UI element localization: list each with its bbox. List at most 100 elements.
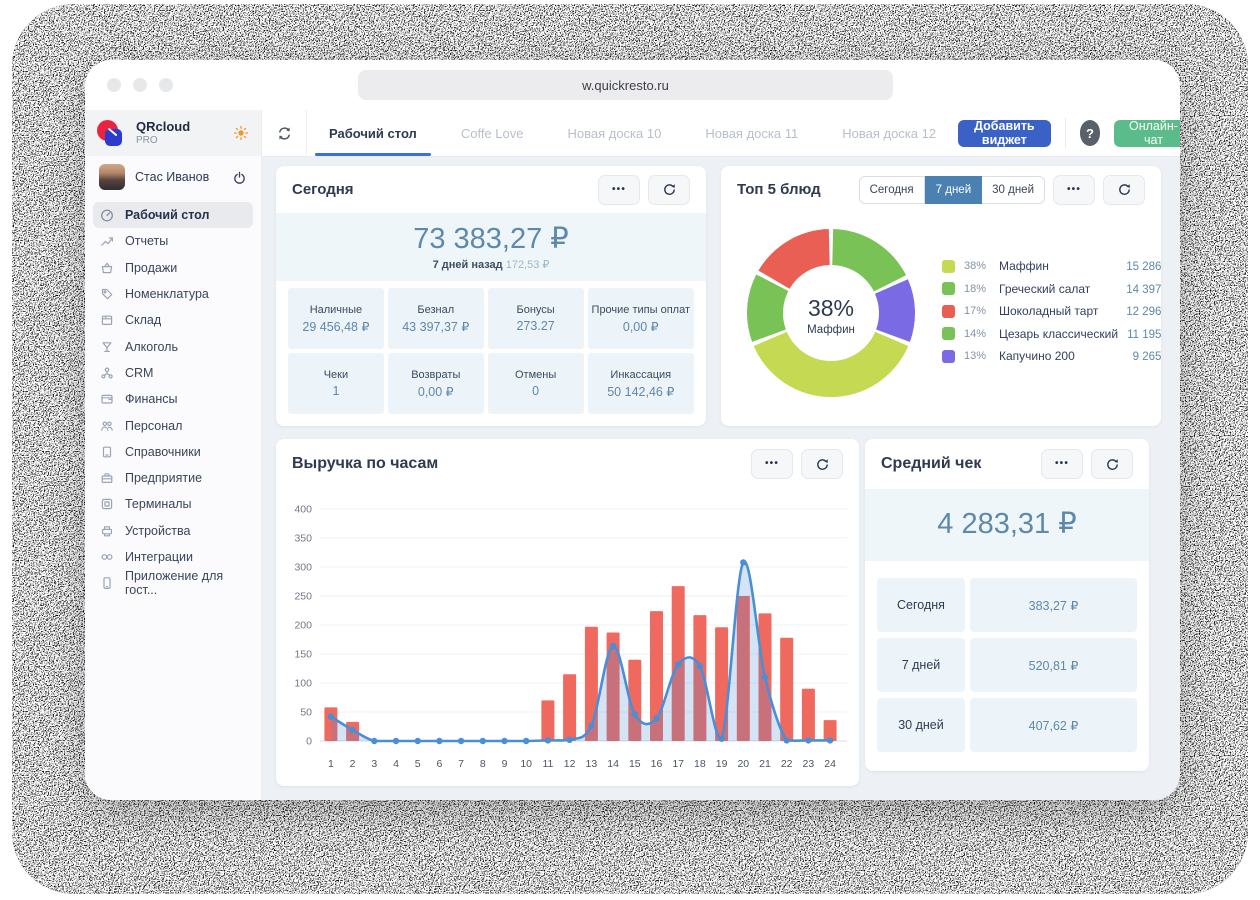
svg-text:24: 24 [824, 758, 836, 770]
svg-text:19: 19 [716, 758, 728, 770]
widget-today: Сегодня ••• 73 383,27 ₽ 7 дней назад 172… [276, 166, 706, 426]
url-bar[interactable]: w.quickresto.ru [358, 70, 893, 100]
ellipsis-icon: ••• [764, 458, 780, 469]
top5-refresh-button[interactable] [1103, 174, 1145, 205]
avg-total: 4 283,31 ₽ [937, 508, 1077, 541]
sidebar-item-devices[interactable]: Устройства [85, 518, 261, 544]
sidebar-item-terminals[interactable]: Терминалы [85, 491, 261, 517]
revenue-menu-button[interactable]: ••• [751, 449, 793, 479]
range-7days-button[interactable]: 7 дней [924, 175, 983, 204]
sidebar-item-dashboard[interactable]: Рабочий стол [93, 202, 253, 229]
today-refresh-button[interactable] [648, 174, 690, 205]
svg-text:15: 15 [629, 758, 641, 770]
svg-text:5: 5 [415, 758, 421, 770]
sidebar-item-warehouse[interactable]: Склад [85, 307, 261, 333]
sidebar-item-enterprise[interactable]: Предприятие [85, 465, 261, 491]
top5-menu-button[interactable]: ••• [1053, 174, 1095, 205]
tab-coffe-love[interactable]: Coffe Love [460, 125, 524, 141]
sidebar-item-crm[interactable]: CRM [85, 360, 261, 386]
online-chat-button[interactable]: Онлайн-чат [1114, 119, 1180, 147]
revenue-refresh-button[interactable] [801, 449, 843, 479]
widget-top5-title: Топ 5 блюд [737, 181, 821, 198]
window-zoom-button[interactable] [159, 78, 173, 92]
avg-menu-button[interactable]: ••• [1041, 449, 1083, 479]
svg-text:14: 14 [607, 758, 619, 770]
refresh-icon [1118, 184, 1130, 195]
sync-button[interactable] [262, 110, 307, 156]
widget-today-title: Сегодня [292, 181, 354, 198]
card-refunds: Возвраты 0,00 ₽ [387, 353, 484, 414]
guest-app-icon [103, 577, 111, 590]
add-widget-button[interactable]: Добавить виджет [958, 119, 1051, 147]
sidebar-item-finance[interactable]: Финансы [85, 386, 261, 412]
widget-revenue-by-hour: Выручка по часам ••• 0 50 100 150 200 250 300 3… [276, 439, 859, 786]
avg-rows: Сегодня 383,27 ₽ 7 дней 520,81 ₽ 30 дней… [877, 578, 1137, 752]
legend-swatch [942, 259, 955, 273]
user-row: Стас Иванов [85, 156, 261, 198]
sidebar-item-alcohol[interactable]: Алкоголь [85, 333, 261, 359]
svg-text:400: 400 [294, 504, 312, 516]
terminals-icon [101, 499, 113, 510]
window-close-button[interactable] [107, 78, 121, 92]
avg-total-band: 4 283,31 ₽ [865, 489, 1149, 561]
user-name: Стас Иванов [135, 170, 210, 184]
sidebar-item-staff[interactable]: Персонал [85, 412, 261, 438]
card-cashless: Безнал 43 397,37 ₽ [387, 288, 484, 349]
logout-power-icon[interactable] [232, 170, 247, 185]
staff-icon [101, 421, 113, 431]
avg-refresh-button[interactable] [1091, 449, 1133, 479]
range-today-button[interactable]: Сегодня [858, 175, 925, 204]
theme-sun-icon[interactable] [233, 125, 249, 141]
svg-text:350: 350 [294, 533, 312, 545]
today-cards: Наличные 29 456,48 ₽ Безнал 43 397,37 ₽ Бо… [288, 288, 694, 414]
ellipsis-icon: ••• [1054, 458, 1070, 469]
alcohol-icon [102, 341, 112, 352]
donut-center-pct: 38% [808, 295, 854, 321]
svg-text:150: 150 [294, 649, 312, 661]
svg-text:7: 7 [458, 758, 464, 770]
svg-text:300: 300 [294, 562, 312, 574]
tab-board-10[interactable]: Новая доска 10 [567, 125, 662, 141]
devices-icon [101, 525, 113, 537]
svg-text:16: 16 [651, 758, 663, 770]
svg-text:4: 4 [393, 758, 399, 770]
refresh-icon [1106, 458, 1118, 470]
card-bonuses: Бонусы 273.27 [487, 288, 584, 349]
widget-revenue-title: Выручка по часам [292, 455, 439, 472]
tab-board-12[interactable]: Новая доска 12 [842, 125, 937, 141]
tab-dashboard[interactable]: Рабочий стол [307, 110, 439, 156]
range-30days-button[interactable]: 30 дней [982, 175, 1045, 204]
sidebar-item-sales[interactable]: Продажи [85, 255, 261, 281]
legend-swatch [942, 304, 955, 318]
card-cash: Наличные 29 456,48 ₽ [288, 288, 384, 349]
svg-text:10: 10 [520, 758, 532, 770]
sidebar-item-nomenclature[interactable]: Номенклатура [85, 281, 261, 307]
tab-board-11[interactable]: Новая доска 11 [705, 125, 799, 141]
avg-row-30days: 30 дней 407,62 ₽ [877, 698, 1137, 752]
help-button[interactable]: ? [1079, 120, 1101, 146]
widget-avg-check: Средний чек ••• 4 283,31 ₽ Сегодня 383,2… [865, 439, 1149, 771]
dashboard-content: Сегодня ••• 73 383,27 ₽ 7 дней назад 172… [262, 157, 1180, 800]
ellipsis-icon: ••• [1066, 183, 1082, 195]
sidebar: QRcloud PRO Стас Иванов [85, 110, 262, 800]
browser-topbar: w.quickresto.ru [85, 60, 1180, 110]
svg-text:8: 8 [480, 758, 486, 770]
legend-swatch [942, 327, 955, 340]
sidebar-item-reports[interactable]: Отчеты [85, 228, 261, 254]
browser-window: w.quickresto.ru QRcloud PRO [85, 60, 1180, 800]
sidebar-item-integrations[interactable]: Интеграции [85, 544, 261, 570]
window-minimize-button[interactable] [133, 78, 147, 92]
finance-icon [101, 395, 113, 404]
svg-text:50: 50 [300, 707, 312, 719]
svg-text:17: 17 [672, 758, 684, 770]
legend-swatch [942, 282, 955, 295]
today-menu-button[interactable]: ••• [598, 174, 640, 205]
svg-text:23: 23 [803, 758, 815, 770]
sidebar-item-directories[interactable]: Справочники [85, 439, 261, 465]
sidebar-item-guest-app[interactable]: Приложение для гост... [85, 569, 261, 597]
directories-icon [102, 446, 112, 458]
card-checks: Чеки 1 [288, 353, 384, 414]
svg-text:11: 11 [542, 758, 553, 770]
